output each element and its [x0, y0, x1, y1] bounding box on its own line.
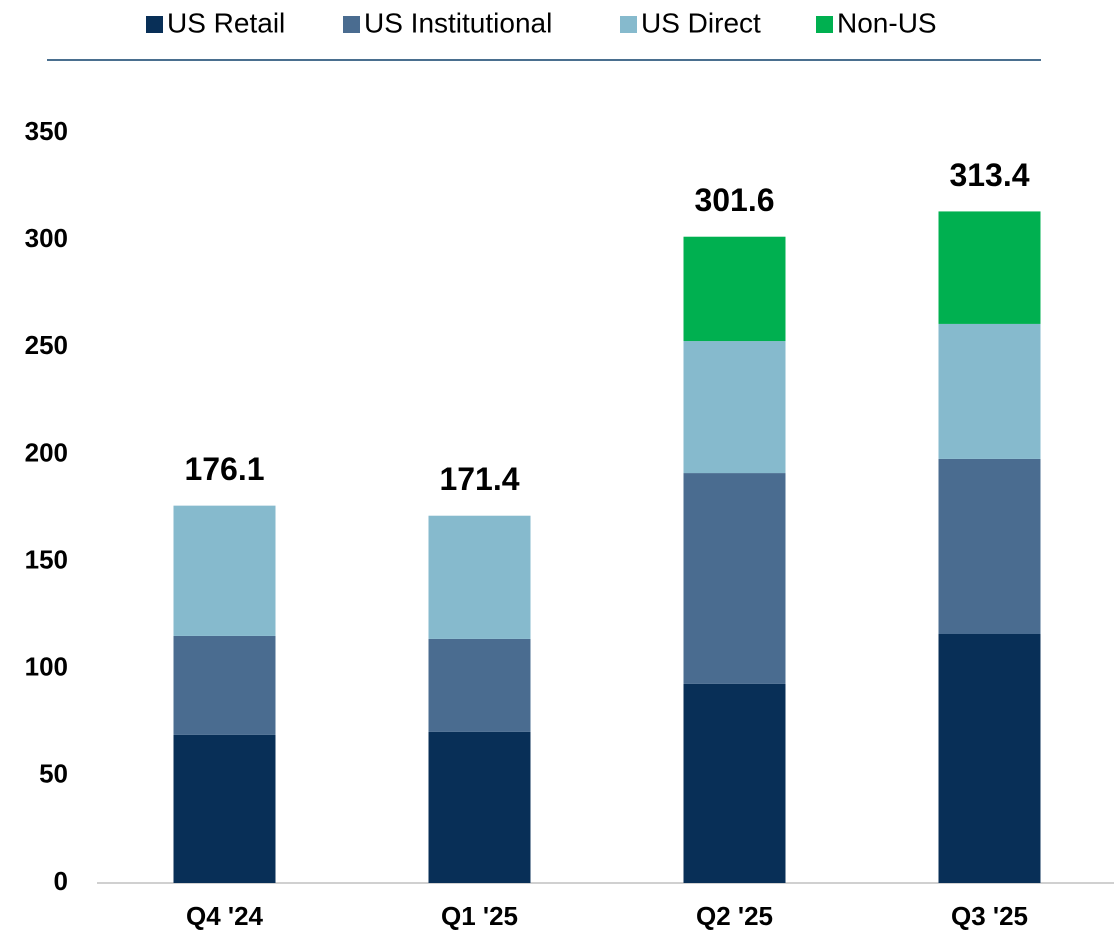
legend-label: US Retail	[167, 7, 285, 38]
y-tick-label: 100	[25, 652, 68, 682]
bar-segment	[683, 236, 786, 342]
legend-label: US Institutional	[364, 7, 552, 38]
legend-swatch	[816, 16, 833, 33]
bar-segment	[173, 505, 276, 636]
x-tick-label: Q4 '24	[186, 901, 264, 931]
y-tick-label: 50	[39, 759, 68, 789]
total-label: 171.4	[439, 461, 519, 497]
x-tick-label: Q2 '25	[696, 901, 773, 931]
y-tick-label: 250	[25, 330, 68, 360]
legend-swatch	[146, 16, 163, 33]
y-tick-label: 150	[25, 544, 68, 574]
y-tick-label: 200	[25, 437, 68, 467]
x-tick-label: Q1 '25	[441, 901, 518, 931]
bar-segment	[173, 734, 276, 883]
bar-segment	[938, 211, 1041, 324]
legend-label: Non-US	[837, 7, 937, 38]
legend-label: US Direct	[641, 7, 761, 38]
bar-segment	[428, 638, 531, 732]
bar-segment	[428, 515, 531, 639]
x-tick-label: Q3 '25	[951, 901, 1028, 931]
legend-swatch	[620, 16, 637, 33]
bar-segment	[938, 634, 1041, 883]
bar-segment	[938, 458, 1041, 634]
y-tick-label: 300	[25, 223, 68, 253]
bar-segment	[173, 635, 276, 735]
total-label: 313.4	[949, 157, 1029, 193]
bar-segment	[428, 731, 531, 883]
bar-segment	[683, 683, 786, 883]
legend-swatch	[343, 16, 360, 33]
total-label: 176.1	[184, 451, 264, 487]
y-tick-label: 0	[54, 866, 68, 896]
bar-segment	[683, 473, 786, 684]
bar-segment	[938, 323, 1041, 459]
y-tick-label: 350	[25, 116, 68, 146]
bar-segment	[683, 341, 786, 474]
total-label: 301.6	[694, 182, 774, 218]
